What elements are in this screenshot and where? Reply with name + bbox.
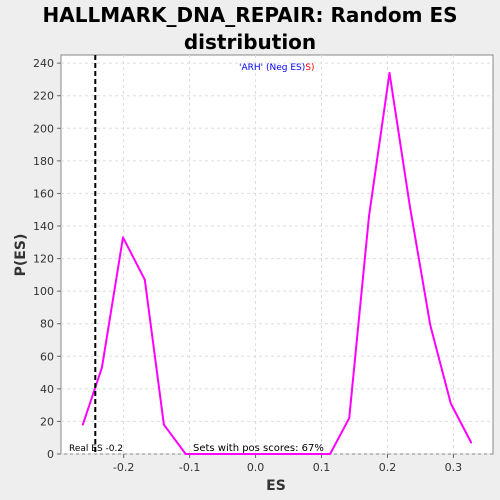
- x-tick-label: -0.1: [179, 461, 200, 474]
- data-point: [408, 205, 411, 208]
- pos-scores-annotation: Sets with pos scores: 67%: [193, 443, 324, 454]
- data-point: [162, 423, 165, 426]
- y-tick-label: 20: [40, 415, 54, 428]
- data-point: [143, 278, 146, 281]
- data-point: [308, 453, 310, 455]
- data-point: [388, 72, 391, 74]
- y-tick-label: 220: [33, 90, 54, 103]
- y-tick-label: 240: [33, 57, 54, 70]
- series-line: [81, 71, 473, 455]
- x-tick-label: 0.3: [445, 461, 463, 474]
- y-tick-label: 160: [33, 187, 54, 200]
- grid: [61, 55, 493, 455]
- data-point: [368, 215, 370, 218]
- data-point: [205, 453, 207, 455]
- chart-title-line1: HALLMARK_DNA_REPAIR: Random ES: [42, 3, 458, 27]
- x-tick-label: 0.2: [379, 461, 397, 474]
- data-point: [429, 324, 432, 327]
- y-tick-label: 200: [33, 122, 54, 135]
- data-point: [287, 453, 290, 455]
- y-axis-title: P(ES): [13, 234, 29, 277]
- legend-text-blue: 'ARH' (Neg ES): [239, 63, 305, 73]
- series-group: [81, 71, 473, 455]
- y-tick-label: 180: [33, 155, 54, 168]
- x-axis-title: ES: [266, 478, 286, 494]
- x-axis-ticks: -0.2 -0.1 0.0 0.1 0.2 0.3: [113, 454, 462, 474]
- plot-area: [60, 54, 494, 455]
- data-point: [100, 366, 103, 369]
- data-point: [226, 453, 229, 455]
- data-point: [329, 453, 331, 455]
- y-tick-label: 0: [47, 448, 54, 461]
- x-tick-label: 0.1: [313, 461, 331, 474]
- y-axis-ticks: 0 20 40 60 80 100 120 140 160 180 200 220 240: [33, 57, 61, 461]
- chart-title-line2: distribution: [183, 30, 317, 54]
- x-tick-label: 0.0: [247, 461, 265, 474]
- data-point: [348, 417, 351, 420]
- y-tick-label: 60: [40, 350, 54, 363]
- x-tick-label: -0.2: [113, 461, 134, 474]
- y-tick-label: 80: [40, 318, 54, 331]
- data-point: [246, 453, 249, 455]
- legend-text-red: S): [305, 63, 314, 73]
- data-point: [470, 441, 473, 444]
- y-tick-label: 100: [33, 285, 54, 298]
- y-tick-label: 40: [40, 383, 54, 396]
- chart-title: HALLMARK_DNA_REPAIR: Random ES distribut…: [0, 2, 500, 56]
- y-tick-label: 140: [33, 220, 54, 233]
- data-point: [184, 453, 187, 455]
- y-tick-label: 120: [33, 253, 54, 266]
- legend-neg-es: 'ARH' (Neg ES)S): [239, 63, 315, 73]
- data-point: [122, 236, 124, 239]
- data-point: [81, 423, 84, 426]
- data-point: [449, 402, 452, 405]
- data-point: [267, 453, 269, 455]
- real-es-label: Real ES -0.2: [69, 444, 123, 454]
